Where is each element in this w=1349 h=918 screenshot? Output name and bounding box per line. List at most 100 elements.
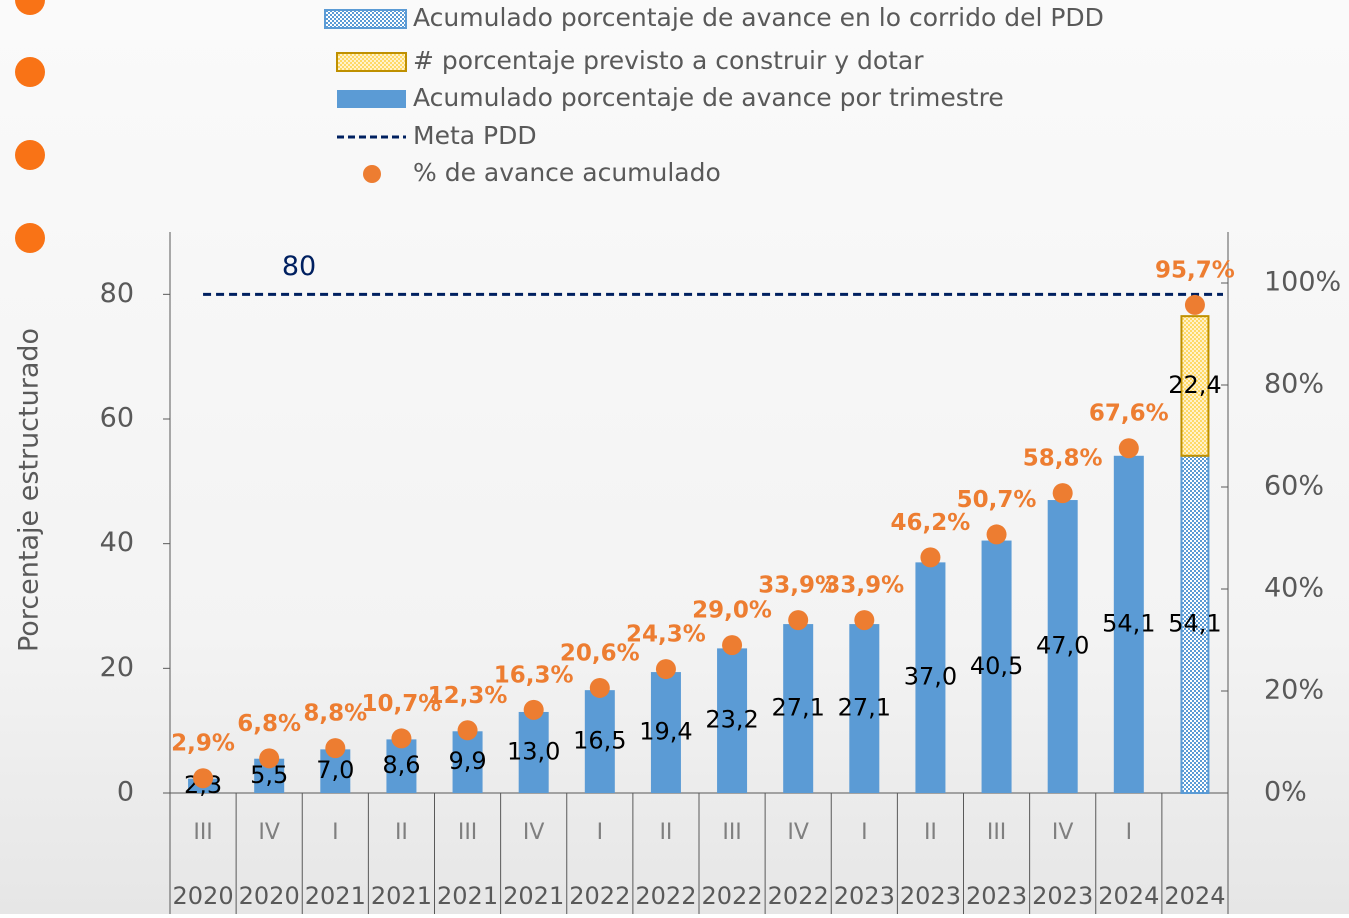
legend-swatch: [363, 165, 381, 183]
x-year-label: 2024: [1164, 882, 1225, 910]
bar-value-label: 40,5: [970, 652, 1023, 680]
point-value-label: 2,9%: [171, 731, 235, 757]
bar-value-label: 37,0: [904, 663, 957, 691]
point-value-label: 46,2%: [891, 510, 971, 536]
bar: [1047, 500, 1078, 793]
bar: [717, 648, 748, 793]
point: [655, 659, 676, 680]
x-year-label: 2021: [437, 882, 498, 910]
bar-value-label: 47,0: [1036, 632, 1089, 660]
point-value-label: 33,9%: [758, 573, 838, 599]
point: [1118, 438, 1139, 459]
x-tick-label: III: [722, 820, 741, 845]
point-value-label: 29,0%: [692, 598, 772, 624]
x-year-label: 2022: [569, 882, 630, 910]
x-tick-label: I: [1126, 820, 1133, 845]
x-year-label: 2021: [503, 882, 564, 910]
point: [325, 738, 346, 759]
point-value-label: 67,6%: [1089, 401, 1169, 427]
y2-tick-label: 0%: [1264, 777, 1307, 808]
point-value-label: 24,3%: [626, 622, 706, 648]
point: [589, 677, 610, 698]
x-year-label: 2023: [900, 882, 961, 910]
legend-swatch: [324, 9, 407, 29]
point: [1052, 483, 1073, 504]
x-year-label: 2021: [371, 882, 432, 910]
x-tick-label: II: [924, 820, 937, 845]
bar-value-label: 8,6: [382, 751, 420, 779]
x-year-label: 2023: [966, 882, 1027, 910]
x-tick-label: III: [458, 820, 477, 845]
point-value-label: 16,3%: [494, 662, 574, 688]
decoration: [15, 140, 45, 170]
y-tick-label: 20: [100, 652, 134, 683]
x-year-label: 2020: [239, 882, 300, 910]
x-tick-label: I: [597, 820, 604, 845]
point: [259, 748, 280, 769]
bar-value-label: 54,1: [1168, 609, 1221, 637]
bar-value-label: 9,9: [448, 747, 486, 775]
legend-label: Acumulado porcentaje de avance por trime…: [413, 83, 1004, 112]
y-tick-label: 80: [100, 278, 134, 309]
point-value-label: 33,9%: [824, 573, 904, 599]
x-year-label: 2022: [635, 882, 696, 910]
decoration: [15, 57, 45, 87]
bar: [650, 672, 681, 793]
legend-swatch: [337, 90, 406, 108]
point-value-label: 50,7%: [957, 487, 1037, 513]
x-year-label: 2021: [305, 882, 366, 910]
bar-value-label: 27,1: [771, 694, 824, 722]
bar: [584, 690, 615, 793]
x-tick-label: IV: [523, 820, 545, 845]
bar-value-label: 54,1: [1102, 609, 1155, 637]
bar-value-label: 19,4: [639, 718, 692, 746]
legend-label: Acumulado porcentaje de avance en lo cor…: [413, 3, 1104, 32]
bar: [783, 624, 814, 793]
point: [920, 547, 941, 568]
x-tick-label: III: [193, 820, 212, 845]
bar-value-label: 22,4: [1168, 371, 1221, 399]
x-year-label: 2022: [768, 882, 829, 910]
y2-tick-label: 100%: [1264, 267, 1341, 298]
bar: [1180, 454, 1210, 794]
y-tick-label: 0: [117, 777, 134, 808]
point: [854, 610, 875, 631]
y-axis-title: Porcentaje estructurado: [14, 328, 45, 652]
point-value-label: 20,6%: [560, 640, 640, 666]
point-value-label: 95,7%: [1155, 257, 1235, 283]
y2-tick-label: 80%: [1264, 369, 1324, 400]
bar: [981, 540, 1012, 793]
x-year-label: 2023: [1032, 882, 1093, 910]
x-tick-label: IV: [1052, 820, 1074, 845]
x-tick-label: II: [395, 820, 408, 845]
point: [457, 720, 478, 741]
x-tick-label: IV: [787, 820, 809, 845]
x-tick-label: I: [332, 820, 339, 845]
point: [788, 610, 809, 631]
x-year-label: 2023: [834, 882, 895, 910]
point-value-label: 8,8%: [303, 701, 367, 727]
point: [193, 768, 214, 789]
x-tick-label: IV: [258, 820, 280, 845]
x-tick-label: III: [987, 820, 1006, 845]
point-value-label: 12,3%: [428, 683, 508, 709]
y-tick-label: 60: [100, 403, 134, 434]
bar-value-label: 7,0: [316, 756, 354, 784]
point: [523, 699, 544, 720]
y2-tick-label: 60%: [1264, 471, 1324, 502]
bar: [518, 711, 549, 793]
x-year-label: 2020: [173, 882, 234, 910]
x-year-label: 2022: [702, 882, 763, 910]
bar: [915, 562, 946, 793]
bar: [1113, 455, 1144, 793]
bar: [1180, 315, 1210, 457]
legend-swatch: [336, 52, 407, 72]
bar: [849, 624, 880, 793]
x-tick-label: II: [659, 820, 672, 845]
legend-label: % de avance acumulado: [413, 158, 721, 187]
point: [722, 635, 743, 656]
decoration: [15, 0, 45, 15]
decoration: [15, 223, 45, 253]
legend-label: # porcentaje previsto a construir y dota…: [413, 46, 924, 75]
